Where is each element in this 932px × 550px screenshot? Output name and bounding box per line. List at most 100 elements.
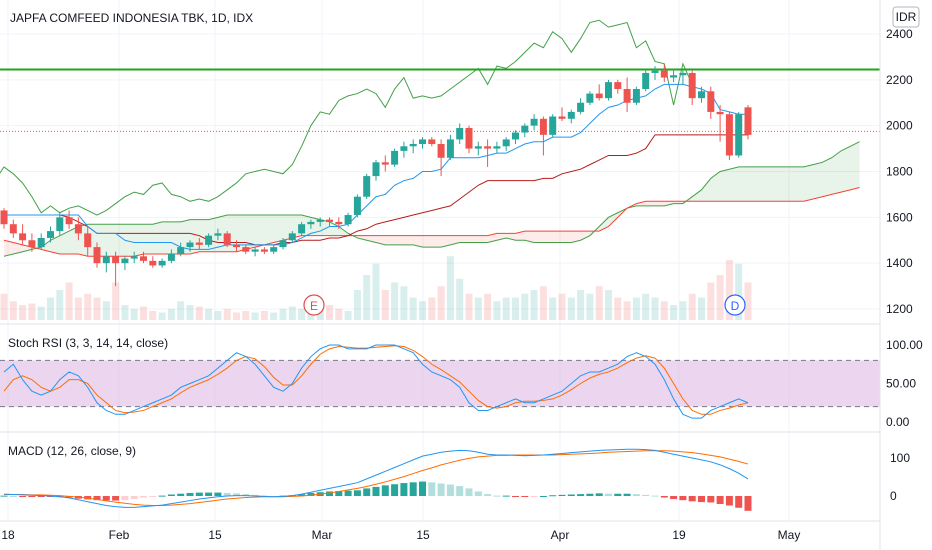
candle-body[interactable] — [214, 233, 222, 236]
earnings-marker[interactable] — [303, 294, 325, 316]
candle-body[interactable] — [521, 125, 529, 133]
candle-body[interactable] — [530, 118, 538, 126]
candle-body[interactable] — [725, 114, 733, 156]
candle-body[interactable] — [270, 247, 278, 252]
macd-pane[interactable] — [0, 448, 752, 511]
macd-signal-line[interactable] — [4, 450, 749, 506]
candle-body[interactable] — [353, 196, 361, 216]
candle-body[interactable] — [670, 75, 678, 78]
candle-body[interactable] — [474, 146, 482, 149]
candle-body[interactable] — [56, 217, 64, 232]
currency-badge[interactable] — [892, 6, 920, 28]
candle-body[interactable] — [186, 242, 194, 248]
candle-body[interactable] — [233, 244, 240, 248]
candle-body[interactable] — [84, 233, 92, 248]
candle-body[interactable] — [112, 256, 120, 264]
candle-body[interactable] — [326, 219, 333, 222]
candle-body[interactable] — [558, 116, 566, 119]
macd-histogram-bar — [307, 492, 315, 496]
candle-body[interactable] — [335, 221, 343, 225]
candle-body[interactable] — [716, 111, 724, 115]
candle-body[interactable] — [512, 132, 519, 140]
candle-body[interactable] — [260, 249, 268, 252]
candle-body[interactable] — [177, 247, 185, 254]
candle-body[interactable] — [698, 91, 705, 99]
volume-bar — [400, 286, 408, 320]
candle-body[interactable] — [223, 233, 231, 245]
candle-body[interactable] — [167, 254, 175, 261]
candle-body[interactable] — [19, 233, 27, 241]
candle-body[interactable] — [419, 139, 426, 144]
candle-body[interactable] — [484, 146, 492, 149]
candle-body[interactable] — [363, 176, 371, 197]
candle-body[interactable] — [595, 93, 603, 99]
stoch-k-line[interactable] — [3, 344, 749, 419]
candle-body[interactable] — [651, 70, 659, 73]
leading-span-a-line[interactable] — [3, 141, 860, 257]
stoch-rsi-pane[interactable] — [0, 344, 880, 419]
candle-body[interactable] — [279, 240, 287, 248]
candle-body[interactable] — [195, 242, 203, 245]
candle-body[interactable] — [539, 118, 547, 135]
candle-body[interactable] — [93, 247, 101, 264]
candle-body[interactable] — [158, 260, 166, 266]
candle-body[interactable] — [149, 260, 157, 266]
candle-body[interactable] — [9, 224, 17, 234]
candle-body[interactable] — [0, 210, 8, 225]
candle-body[interactable] — [456, 127, 464, 140]
candle-body[interactable] — [465, 127, 473, 149]
candle-body[interactable] — [381, 162, 389, 165]
candle-body[interactable] — [567, 111, 575, 119]
candle-body[interactable] — [493, 146, 501, 149]
volume-bar — [0, 293, 8, 320]
candle-body[interactable] — [47, 231, 54, 238]
volume-bar — [744, 282, 752, 320]
candle-body[interactable] — [102, 256, 110, 264]
candle-body[interactable] — [577, 102, 585, 112]
candle-body[interactable] — [307, 221, 315, 225]
leading-span-b-line[interactable] — [3, 187, 860, 257]
candle-body[interactable] — [614, 82, 622, 89]
candle-body[interactable] — [28, 240, 36, 248]
candle-body[interactable] — [251, 249, 259, 252]
candle-body[interactable] — [140, 256, 147, 261]
candle-body[interactable] — [130, 256, 138, 259]
candle-body[interactable] — [121, 258, 129, 264]
candle-body[interactable] — [242, 247, 250, 252]
macd-line[interactable] — [3, 448, 749, 508]
candle-body[interactable] — [437, 144, 445, 158]
candle-body[interactable] — [74, 224, 82, 234]
candle-body[interactable] — [316, 219, 324, 222]
candle-body[interactable] — [679, 72, 687, 76]
candle-body[interactable] — [549, 116, 557, 135]
dividend-marker[interactable] — [724, 294, 746, 316]
candle-body[interactable] — [409, 144, 417, 147]
candle-body[interactable] — [660, 70, 668, 78]
candle-body[interactable] — [623, 89, 631, 103]
candle-body[interactable] — [205, 235, 213, 245]
candle-body[interactable] — [688, 72, 696, 99]
candle-body[interactable] — [735, 114, 743, 156]
candle-body[interactable] — [707, 91, 715, 112]
volume-bar — [437, 286, 445, 320]
candle-body[interactable] — [298, 224, 306, 234]
candle-body[interactable] — [428, 139, 436, 144]
volume-bar — [251, 312, 259, 320]
candle-body[interactable] — [391, 150, 399, 165]
candle-body[interactable] — [37, 237, 45, 248]
lagging-span-line[interactable] — [0, 19, 693, 216]
candle-body[interactable] — [605, 82, 612, 99]
candle-body[interactable] — [344, 215, 352, 225]
candle-body[interactable] — [586, 93, 594, 103]
candle-body[interactable] — [446, 139, 454, 158]
candle-body[interactable] — [744, 107, 752, 135]
candle-body[interactable] — [632, 89, 640, 103]
candle-body[interactable] — [288, 233, 296, 241]
base-line[interactable] — [4, 134, 748, 246]
candle-body[interactable] — [502, 139, 510, 147]
candle-body[interactable] — [372, 162, 380, 177]
candle-body[interactable] — [400, 146, 408, 151]
candle-body[interactable] — [642, 72, 650, 89]
candle-body[interactable] — [65, 217, 73, 225]
